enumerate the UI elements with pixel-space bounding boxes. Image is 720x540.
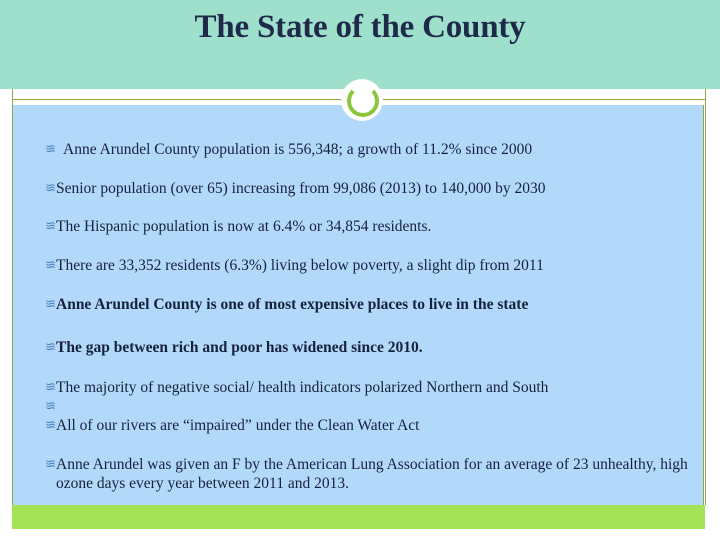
list-item-text: The Hispanic population is now at 6.4% o… (56, 218, 432, 235)
list-item-text: All of our rivers are “impaired” under t… (56, 417, 420, 434)
list-item-text: There are 33,352 residents (6.3%) living… (56, 257, 544, 274)
list-item: ≋ Anne Arundel was given an F by the Amer… (32, 455, 690, 493)
page-title: The State of the County (194, 9, 526, 45)
bullet-marker-icon: ≋ (45, 380, 56, 395)
list-item: ≋ The Hispanic population is now at 6.4% … (32, 217, 690, 236)
panel-left-border-line (12, 89, 13, 505)
bullet-marker-icon: ≋ (45, 340, 56, 355)
bullet-marker-icon: ≋ (45, 297, 56, 312)
list-item-text: The gap between rich and poor has widene… (56, 339, 423, 356)
slide-header-band (0, 0, 720, 89)
list-item: ≋ Anne Arundel County population is 556,3… (32, 140, 690, 159)
slide-content-panel (12, 105, 704, 505)
bullet-marker-icon: ≋ (45, 258, 56, 273)
bullet-marker-icon: ≋ (45, 418, 56, 433)
bullet-marker-icon: ≋ (45, 219, 56, 234)
bullet-list: ≋ Anne Arundel County population is 556,3… (12, 105, 704, 505)
bullet-marker-icon: ≋ (45, 457, 56, 472)
list-item-text: Anne Arundel County is one of most expen… (56, 296, 529, 313)
list-item: ≋ All of our rivers are “impaired” under … (32, 416, 690, 435)
list-item: ≋ There are 33,352 residents (6.3%) livin… (32, 256, 690, 275)
list-item: ≋ (32, 397, 690, 416)
list-item-text: Anne Arundel was given an F by the Ameri… (56, 456, 688, 492)
bullet-marker-icon: ≋ (45, 142, 56, 157)
list-item: ≋ The majority of negative social/ health… (32, 378, 690, 397)
panel-right-border-line (705, 89, 706, 505)
decorative-ring-icon (347, 85, 379, 117)
list-item: ≋ Anne Arundel County is one of most expe… (32, 295, 690, 314)
list-item-text: Senior population (over 65) increasing f… (56, 180, 546, 197)
bullet-marker-icon: ≋ (45, 399, 56, 414)
list-item: ≋ The gap between rich and poor has widen… (32, 338, 690, 357)
list-item-text: Anne Arundel County population is 556,34… (63, 141, 533, 158)
list-item-text: The majority of negative social/ health … (56, 379, 549, 396)
list-item: ≋ Senior population (over 65) increasing … (32, 179, 690, 198)
slide-bottom-accent-bar (12, 505, 705, 529)
bullet-marker-icon: ≋ (45, 181, 56, 196)
